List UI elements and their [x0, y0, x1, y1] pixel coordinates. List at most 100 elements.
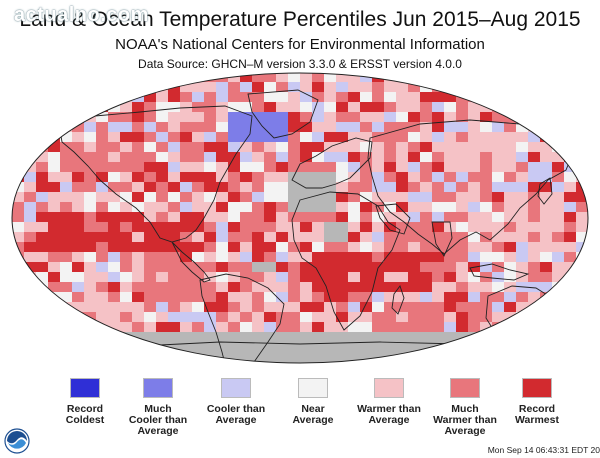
grid-cell: [408, 202, 420, 212]
grid-cell: [492, 172, 504, 182]
grid-cell: [72, 232, 84, 242]
grid-cell: [156, 302, 168, 312]
grid-cell: [192, 232, 204, 242]
grid-cell: [540, 282, 552, 292]
grid-cell: [204, 302, 216, 312]
grid-cell: [360, 262, 372, 272]
grid-cell: [0, 302, 12, 312]
grid-cell: [468, 232, 480, 242]
grid-cell: [396, 292, 408, 302]
grid-cell: [204, 182, 216, 192]
grid-cell: [228, 332, 240, 342]
grid-cell: [384, 152, 396, 162]
grid-cell: [288, 142, 300, 152]
grid-cell: [552, 122, 564, 132]
grid-cell: [492, 352, 504, 362]
grid-cell: [492, 92, 504, 102]
grid-cell: [276, 302, 288, 312]
grid-cell: [48, 162, 60, 172]
grid-cell: [156, 252, 168, 262]
grid-cell: [192, 342, 204, 352]
grid-cell: [240, 362, 252, 363]
grid-cell: [48, 182, 60, 192]
grid-cell: [168, 92, 180, 102]
grid-cell: [516, 312, 528, 322]
grid-cell: [324, 322, 336, 332]
grid-cell: [348, 212, 360, 222]
grid-cell: [300, 292, 312, 302]
grid-cell: [372, 302, 384, 312]
grid-cell: [504, 202, 516, 212]
grid-cell: [252, 152, 264, 162]
grid-cell: [312, 322, 324, 332]
grid-cell: [48, 172, 60, 182]
grid-cell: [492, 262, 504, 272]
grid-cell: [84, 252, 96, 262]
grid-cell: [228, 292, 240, 302]
grid-cell: [252, 362, 264, 363]
grid-cell: [312, 212, 324, 222]
grid-cell: [48, 282, 60, 292]
grid-cell: [96, 112, 108, 122]
grid-cell: [432, 222, 444, 232]
grid-cell: [204, 172, 216, 182]
grid-cell: [444, 232, 456, 242]
grid-cell: [432, 92, 444, 102]
grid-cell: [420, 122, 432, 132]
grid-cell: [264, 282, 276, 292]
grid-cell: [456, 212, 468, 222]
grid-cell: [72, 82, 84, 92]
grid-cell: [444, 292, 456, 302]
grid-cell: [252, 182, 264, 192]
grid-cell: [372, 212, 384, 222]
grid-cell: [444, 322, 456, 332]
grid-cell: [468, 292, 480, 302]
grid-cell: [300, 182, 312, 192]
grid-cell: [384, 322, 396, 332]
grid-cell: [180, 342, 192, 352]
grid-cell: [348, 242, 360, 252]
grid-cell: [420, 302, 432, 312]
grid-cell: [396, 242, 408, 252]
grid-cell: [540, 232, 552, 242]
grid-cell: [480, 92, 492, 102]
grid-cell: [528, 162, 540, 172]
grid-cell: [48, 92, 60, 102]
grid-cell: [252, 122, 264, 132]
grid-cell: [420, 142, 432, 152]
grid-cell: [300, 242, 312, 252]
grid-cell: [420, 362, 432, 363]
grid-cell: [336, 252, 348, 262]
grid-cell: [12, 292, 24, 302]
grid-cell: [36, 232, 48, 242]
grid-cell: [96, 172, 108, 182]
grid-cell: [564, 232, 576, 242]
legend-label-line: Warmer than: [357, 403, 421, 415]
grid-cell: [180, 152, 192, 162]
grid-cell: [504, 212, 516, 222]
grid-cell: [384, 82, 396, 92]
grid-cell: [384, 352, 396, 362]
grid-cell: [300, 322, 312, 332]
grid-cell: [492, 252, 504, 262]
grid-cell: [408, 322, 420, 332]
grid-cell: [36, 242, 48, 252]
grid-cell: [252, 322, 264, 332]
grid-cell: [48, 262, 60, 272]
grid-cell: [120, 322, 132, 332]
grid-cell: [36, 292, 48, 302]
grid-cell: [240, 112, 252, 122]
grid-cell: [0, 362, 12, 372]
grid-cell: [396, 92, 408, 102]
grid-cell: [492, 242, 504, 252]
globe-outline: [11, 72, 589, 364]
grid-cell: [132, 212, 144, 222]
grid-cell: [552, 142, 564, 152]
grid-cell: [276, 212, 288, 222]
grid-cell: [24, 92, 36, 102]
grid-cell: [588, 132, 600, 142]
grid-cell: [348, 332, 360, 342]
grid-cell: [132, 252, 144, 262]
grid-cell: [288, 272, 300, 282]
grid-cell: [360, 232, 372, 242]
